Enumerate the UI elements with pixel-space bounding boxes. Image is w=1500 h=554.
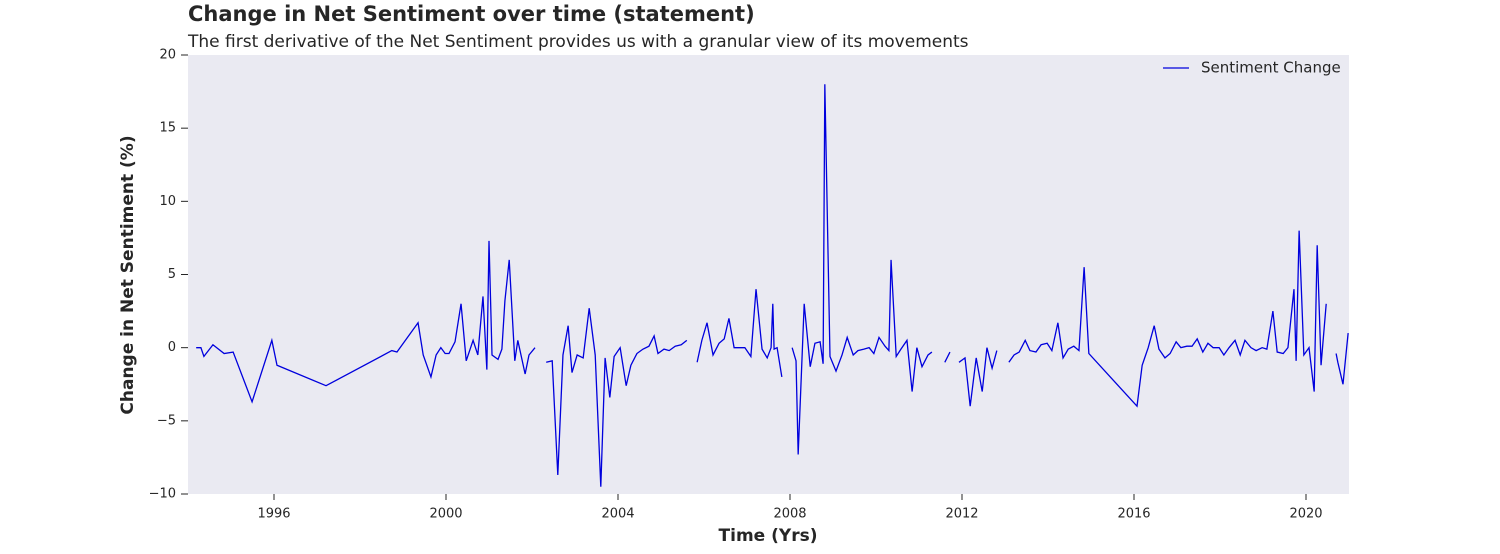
y-tick-label: −10 <box>149 487 176 502</box>
y-tick-label: 5 <box>168 267 176 282</box>
x-tick-label: 2008 <box>773 507 806 522</box>
y-tick-label: 15 <box>159 121 176 136</box>
chart-subtitle: The first derivative of the Net Sentimen… <box>187 32 969 52</box>
x-tick-label: 1996 <box>257 507 290 522</box>
data-line <box>196 84 1349 487</box>
y-tick-label: −5 <box>157 413 176 428</box>
x-tick-label: 2000 <box>429 507 462 522</box>
x-tick-label: 2020 <box>1289 507 1322 522</box>
y-tick-label: 0 <box>168 340 176 355</box>
x-tick-label: 2004 <box>601 507 634 522</box>
x-tick-label: 2016 <box>1117 507 1150 522</box>
chart-title: Change in Net Sentiment over time (state… <box>188 2 755 26</box>
y-axis-label: Change in Net Sentiment (%) <box>118 135 138 414</box>
plot-area <box>188 55 1349 494</box>
x-tick-label: 2012 <box>945 507 978 522</box>
x-axis-label: Time (Yrs) <box>719 526 818 546</box>
y-tick-label: 10 <box>159 194 176 209</box>
legend-label: Sentiment Change <box>1201 59 1341 77</box>
y-tick-label: 20 <box>159 48 176 63</box>
